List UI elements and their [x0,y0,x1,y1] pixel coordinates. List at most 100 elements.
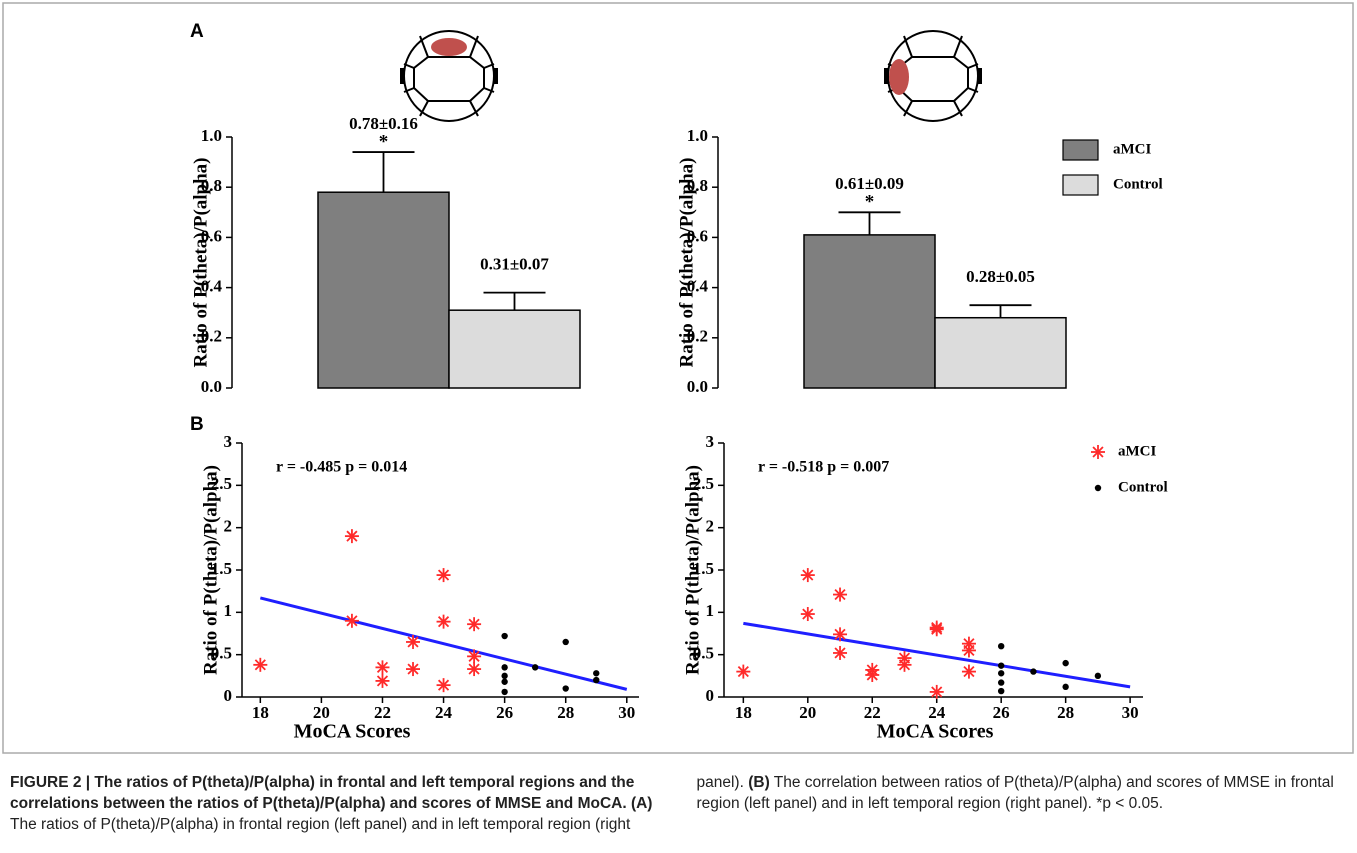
head-icon [400,30,498,122]
head-icon [884,30,982,122]
star-stroke [376,675,389,687]
panel-label: B [190,414,204,435]
star-point [800,568,815,583]
y-axis-title: Ratio of P(theta)/P(alpha) [682,465,703,675]
star-point [833,587,848,602]
dot-point [501,632,508,640]
star-stroke [468,650,480,662]
annotation: r = -0.518 p = 0.007 [758,459,889,476]
caption-label: (A) [630,795,653,812]
star-point [467,662,482,677]
star-point [467,617,482,632]
y-tick-label: 0.2 [201,327,222,346]
dot-point [501,678,508,685]
star-point [344,529,359,544]
legend-label: aMCI [1118,443,1156,459]
star-stroke [437,679,450,691]
y-tick-label: 3 [706,432,715,451]
legend-label: Control [1118,479,1168,495]
star-stroke [407,636,419,648]
x-tick-label: 26 [993,703,1010,722]
dot-point [1062,659,1069,667]
star-stroke [802,569,814,581]
x-tick-label: 18 [735,703,752,722]
caption: FIGURE 2 | The ratios of P(theta)/P(alph… [10,772,1345,852]
figure: A B 0.0 0.2 0.4 0.6 0.8 1.0 Ratio of P(theta)/… [2,2,1354,754]
x-tick-label: 28 [1057,703,1074,722]
star-stroke [437,569,450,581]
fit-line [259,596,628,691]
star-stroke [468,618,480,630]
bar [803,234,936,389]
x-tick-label: 22 [374,703,391,722]
y-tick-label: 0.4 [201,277,223,296]
legend-label: aMCI [1113,141,1151,157]
star-stroke [1092,446,1104,458]
x-tick-label: 22 [864,703,881,722]
y-tick-label: 3 [224,432,233,451]
y-tick-label: 0.0 [687,377,708,396]
dot-point [562,685,569,692]
x-tick-label: 18 [252,703,269,722]
star-stroke [254,659,266,671]
star-stroke [346,530,358,542]
star-point [865,667,880,682]
legend-marker [1094,484,1102,492]
y-tick-label: 0.5 [693,644,714,663]
dot-point [997,687,1005,695]
star-stroke [834,588,846,601]
star-point [897,657,912,672]
y-tick-label: 0.5 [211,644,232,663]
star-point [467,649,482,664]
annotation: r = -0.485 p = 0.014 [276,459,407,476]
bar [934,316,1067,389]
star-stroke [834,647,846,659]
star-stroke [898,659,911,671]
x-tick-label: 30 [618,703,635,722]
y-tick-label: 0.2 [687,327,708,346]
star-stroke [376,661,389,673]
legend-swatch [1062,139,1099,161]
legend-swatch [1062,174,1099,196]
x-tick-label: 28 [557,703,574,722]
y-tick-label: 2.5 [693,474,714,493]
star-stroke [963,644,975,657]
y-tick-label: 0.0 [201,377,222,396]
y-tick-label: 1.5 [693,559,714,578]
y-tick-label: 0 [224,686,233,705]
dot-point [1030,668,1037,675]
x-tick-label: 20 [313,703,330,722]
star-stroke [802,608,814,620]
fit-line [743,621,1131,689]
y-tick-label: 0 [706,686,715,705]
x-axis-title: MoCA Scores [877,721,994,743]
star-point [929,622,944,637]
star-point [800,607,815,622]
value-label: 0.31±0.07 [480,255,549,274]
dot-point [997,662,1005,669]
y-tick-label: 2 [224,517,233,536]
y-tick-label: 1.0 [687,126,708,145]
star-stroke [468,663,480,675]
y-tick-label: 1.5 [211,559,232,578]
y-tick-label: 0.8 [687,176,708,195]
error-bar [352,151,415,193]
dot-point [997,670,1005,677]
y-tick-label: 0.6 [687,226,708,245]
caption-note: *p < 0.05. [1096,795,1164,812]
star-stroke [834,628,846,640]
y-tick-label: 0.4 [687,277,709,296]
dot-point [593,676,600,684]
panel-label: A [190,21,204,42]
legend-marker [1091,445,1105,459]
star-point [961,664,976,679]
dot-point [997,679,1005,686]
star-point [436,614,451,629]
dot-point [1062,683,1069,691]
significance-mark: * [865,192,875,213]
y-tick-label: 0.8 [201,176,222,195]
x-tick-label: 24 [928,703,946,722]
star-point [833,645,848,660]
star-point [406,662,421,677]
